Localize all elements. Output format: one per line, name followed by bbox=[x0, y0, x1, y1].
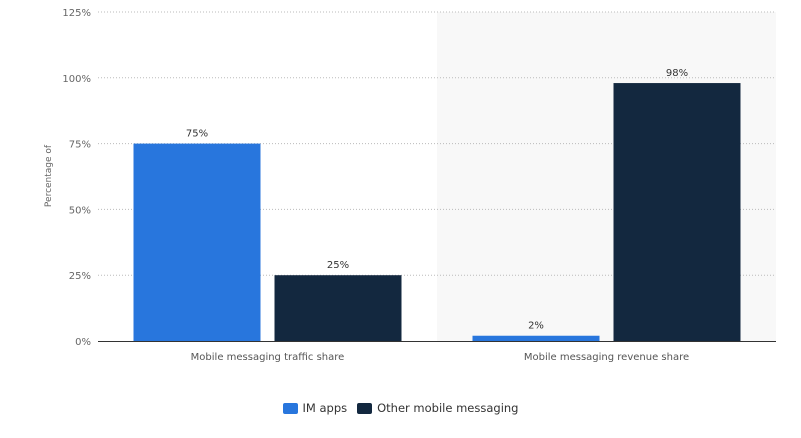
legend-swatch-im-apps bbox=[282, 402, 298, 414]
y-tick-label: 0% bbox=[75, 337, 91, 348]
y-axis-label: Percentage of bbox=[44, 144, 54, 207]
y-tick-label: 125% bbox=[62, 8, 91, 19]
data-label: 2% bbox=[528, 321, 544, 332]
y-tick-label: 100% bbox=[62, 74, 91, 85]
y-tick-label: 50% bbox=[69, 205, 91, 216]
bar-other bbox=[613, 83, 741, 342]
bar-other bbox=[274, 275, 402, 341]
data-label: 98% bbox=[666, 68, 688, 79]
data-label: 25% bbox=[327, 260, 349, 271]
legend: IM apps Other mobile messaging bbox=[0, 401, 801, 415]
bar-im-apps bbox=[472, 335, 600, 341]
y-tick-label: 25% bbox=[69, 271, 91, 282]
bar-im-apps bbox=[133, 143, 261, 341]
legend-swatch-other bbox=[357, 402, 373, 414]
y-tick-label: 75% bbox=[69, 140, 91, 151]
legend-label: Other mobile messaging bbox=[377, 401, 519, 415]
legend-item-other-mobile-messaging[interactable]: Other mobile messaging bbox=[357, 401, 518, 415]
x-tick-label: Mobile messaging revenue share bbox=[524, 352, 689, 363]
legend-item-im-apps[interactable]: IM apps bbox=[282, 401, 348, 415]
x-tick-label: Mobile messaging traffic share bbox=[191, 352, 345, 363]
data-label: 75% bbox=[186, 129, 208, 140]
legend-label: IM apps bbox=[302, 401, 348, 415]
